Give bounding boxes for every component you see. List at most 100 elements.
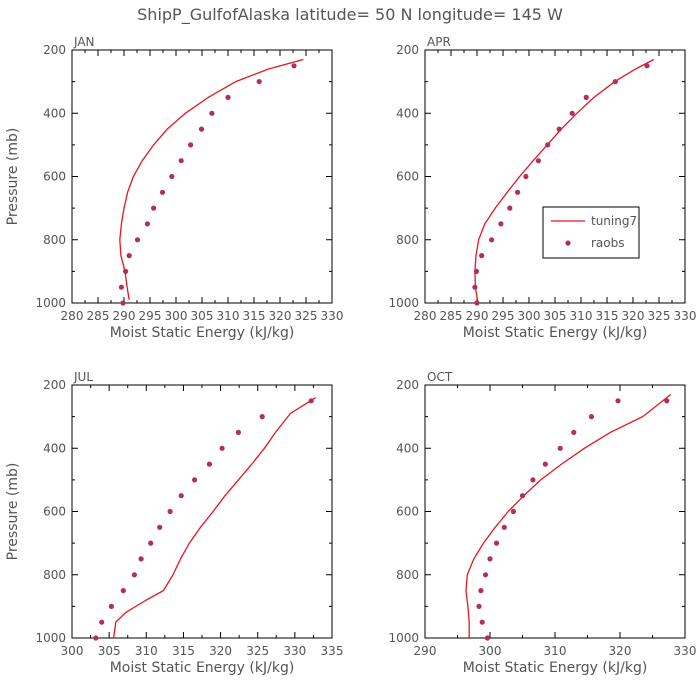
- data-point-raobs: [644, 63, 650, 69]
- data-point-raobs: [120, 588, 126, 594]
- data-point-raobs: [151, 205, 157, 211]
- figure-title: ShipP_GulfofAlaska latitude= 50 N longit…: [137, 5, 563, 25]
- x-tick-label: 300: [61, 644, 84, 658]
- y-tick-label: 400: [396, 106, 419, 120]
- panel-apr: APR 280 285 290 295 300 305 310 315 320 325 330 200 4…: [388, 35, 696, 341]
- x-tick-label: 310: [135, 644, 158, 658]
- y-tick-label: 800: [43, 233, 66, 247]
- y-tick-label: 600: [43, 505, 66, 519]
- x-tick-label: 290: [113, 309, 136, 323]
- x-tick-label: 320: [209, 644, 232, 658]
- x-tick-label: 325: [648, 309, 671, 323]
- plot-frame: [424, 384, 686, 639]
- x-tick-label: 290: [414, 644, 437, 658]
- data-point-raobs: [493, 540, 500, 546]
- y-tick-label: 600: [396, 505, 419, 519]
- data-point-raobs: [157, 524, 163, 530]
- x-tick-label: 295: [492, 309, 515, 323]
- x-tick-label: 295: [139, 309, 162, 323]
- x-axis-label: Moist Static Energy (kJ/kg): [463, 660, 648, 676]
- data-point-raobs: [256, 79, 262, 85]
- data-point-raobs: [192, 477, 198, 483]
- x-tick-label: 330: [321, 309, 344, 323]
- legend: tuning7 raobs: [542, 206, 640, 259]
- x-tick-label: 320: [609, 644, 632, 658]
- data-point-raobs: [545, 142, 551, 148]
- data-point-raobs: [501, 524, 507, 530]
- y-tick-label: 800: [396, 568, 419, 582]
- x-tick-label: 300: [479, 644, 502, 658]
- data-point-raobs: [476, 603, 482, 610]
- x-tick-label: 285: [440, 309, 463, 323]
- data-point-raobs: [479, 253, 485, 259]
- x-tick-label: 310: [217, 309, 240, 323]
- series-line-tuning7: [465, 393, 672, 638]
- y-tick-label: 600: [43, 170, 66, 184]
- data-point-raobs: [118, 284, 124, 290]
- x-tick-label: 315: [172, 644, 195, 658]
- x-tick-label: 290: [466, 309, 489, 323]
- data-point-raobs: [235, 429, 241, 435]
- x-tick-label: 300: [518, 309, 541, 323]
- x-tick-label: 320: [622, 309, 645, 323]
- series-line-tuning7: [474, 58, 655, 304]
- data-point-raobs: [178, 493, 184, 499]
- y-tick-label: 200: [43, 378, 66, 392]
- data-point-raobs: [120, 300, 126, 306]
- y-tick-label: 1000: [35, 296, 66, 310]
- data-point-raobs: [291, 63, 297, 69]
- data-point-raobs: [138, 556, 144, 562]
- plot-frame: [71, 49, 333, 304]
- legend-line-label: tuning7: [591, 214, 637, 228]
- data-point-raobs: [484, 635, 490, 641]
- data-point-raobs: [134, 237, 141, 243]
- x-tick-label: 285: [87, 309, 110, 323]
- y-axis-label: Pressure (mb): [5, 463, 21, 561]
- data-point-raobs: [479, 619, 485, 625]
- data-point-raobs: [615, 398, 621, 404]
- legend-marker-label: raobs: [591, 236, 625, 250]
- y-tick-label: 1000: [35, 631, 66, 645]
- data-point-raobs: [99, 619, 105, 625]
- y-tick-label: 400: [396, 441, 419, 455]
- x-tick-label: 310: [544, 644, 567, 658]
- data-point-raobs: [519, 493, 526, 499]
- panel-label: JAN: [73, 35, 95, 49]
- data-point-raobs: [472, 284, 478, 290]
- data-point-raobs: [169, 173, 175, 180]
- series-line-tuning7: [119, 58, 304, 300]
- data-point-raobs: [664, 398, 670, 404]
- x-tick-label: 325: [246, 644, 269, 658]
- y-axis-label: Pressure (mb): [5, 128, 21, 226]
- x-tick-label: 330: [674, 309, 697, 323]
- data-point-raobs: [510, 508, 516, 515]
- data-point-raobs: [123, 268, 129, 274]
- x-tick-label: 300: [165, 309, 188, 323]
- data-point-raobs: [93, 635, 99, 641]
- x-tick-label: 305: [544, 309, 567, 323]
- y-tick-label: 200: [396, 43, 419, 57]
- data-point-raobs: [308, 398, 314, 404]
- panel-jan: JAN 280 285 290 295 300 305 310 315 320 325 330 200 4…: [5, 35, 343, 341]
- x-axis-label: Moist Static Energy (kJ/kg): [110, 660, 295, 676]
- data-point-raobs: [557, 445, 563, 451]
- data-point-raobs: [588, 414, 595, 420]
- y-tick-label: 400: [43, 106, 66, 120]
- y-tick-label: 400: [43, 441, 66, 455]
- data-point-raobs: [474, 300, 480, 306]
- panel-oct: OCT 290 300 310 320 330 200 400 600 800 1000 Moist …: [388, 370, 696, 676]
- data-point-raobs: [198, 126, 205, 132]
- x-tick-label: 335: [321, 644, 344, 658]
- y-tick-label: 200: [43, 43, 66, 57]
- data-point-raobs: [571, 429, 577, 435]
- y-tick-label: 800: [43, 568, 66, 582]
- panel-label: JUL: [73, 370, 93, 384]
- x-tick-label: 320: [269, 309, 292, 323]
- data-point-raobs: [188, 142, 194, 148]
- data-point-raobs: [108, 603, 114, 610]
- data-point-raobs: [487, 556, 493, 562]
- y-tick-label: 800: [396, 233, 419, 247]
- data-point-raobs: [126, 253, 132, 259]
